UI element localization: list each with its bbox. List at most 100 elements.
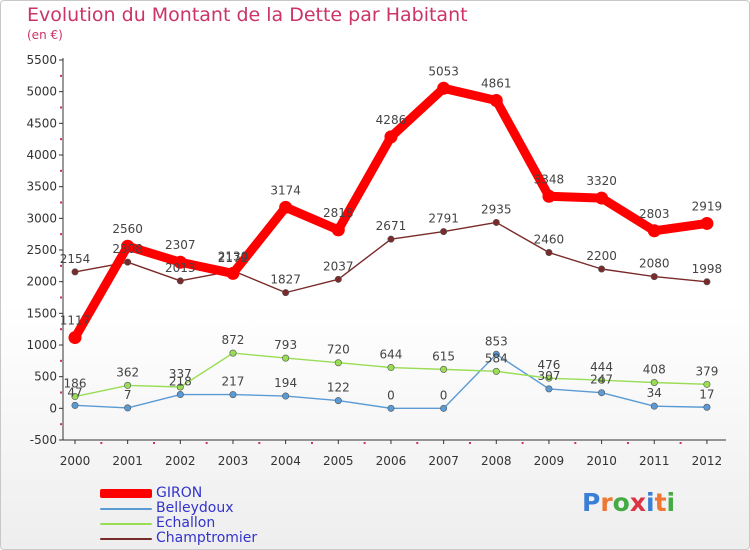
data-labels: 1117 2560 2307 2130 3174 2818 4286 5053 4861 3348… (60, 64, 722, 402)
data-label-belleydoux: 247 (590, 373, 613, 387)
data-point-champtromier (71, 268, 79, 276)
x-tick-label: 2002 (165, 454, 196, 468)
data-label-champtromier: 1998 (692, 262, 723, 276)
data-label-champtromier: 2013 (165, 261, 196, 275)
x-tick-label: 2012 (692, 454, 723, 468)
data-label-echallon: 872 (222, 333, 245, 347)
data-point-belleydoux (229, 391, 237, 399)
data-point-echallon (334, 359, 342, 367)
data-point-giron (279, 200, 293, 214)
data-label-belleydoux: 307 (537, 369, 560, 383)
proxiti-logo: Proxiti (582, 488, 675, 517)
logo-letter: P (582, 488, 601, 517)
data-point-belleydoux (545, 385, 553, 393)
x-minor-tick (416, 442, 419, 444)
y-minor-tick (60, 138, 62, 141)
y-tick-label: 3500 (26, 180, 57, 194)
data-point-giron (595, 191, 609, 205)
data-label-giron: 5053 (428, 64, 459, 78)
data-point-echallon (598, 376, 606, 384)
data-point-giron (331, 223, 345, 237)
data-point-echallon (282, 354, 290, 362)
data-point-champtromier (282, 289, 290, 297)
data-label-giron: 3320 (586, 174, 617, 188)
y-tick-label: 1500 (26, 306, 57, 320)
legend-swatch (100, 523, 152, 525)
data-point-champtromier (334, 275, 342, 283)
x-tick-label: 2004 (270, 454, 301, 468)
data-point-giron (121, 239, 135, 253)
x-minor-tick (363, 442, 366, 444)
y-minor-tick (60, 264, 62, 267)
logo-letter: x (629, 488, 646, 517)
x-minor-tick (100, 442, 103, 444)
data-point-champtromier (176, 277, 184, 285)
data-point-champtromier (650, 273, 658, 281)
data-label-giron: 2818 (323, 206, 354, 220)
x-minor-tick (258, 442, 261, 444)
data-label-echallon: 720 (327, 343, 350, 357)
y-minor-tick (60, 169, 62, 172)
data-point-champtromier (492, 218, 500, 226)
data-point-giron (68, 331, 82, 345)
data-point-champtromier (703, 278, 711, 286)
data-label-belleydoux: 853 (485, 334, 508, 348)
data-label-champtromier: 2200 (586, 249, 617, 263)
x-tick-label: 2001 (112, 454, 143, 468)
data-point-belleydoux (650, 402, 658, 410)
data-label-giron: 2803 (639, 207, 670, 221)
legend-swatch (100, 489, 152, 498)
data-label-belleydoux: 194 (274, 376, 297, 390)
data-label-champtromier: 2308 (112, 242, 143, 256)
x-minor-tick (152, 442, 155, 444)
legend-label: Champtromier (156, 530, 258, 546)
logo-letter: o (612, 488, 630, 517)
y-tick-label: 5500 (26, 53, 57, 67)
data-point-echallon (124, 381, 132, 389)
y-tick-label: 5000 (26, 85, 57, 99)
data-point-belleydoux (440, 404, 448, 412)
data-label-champtromier: 2935 (481, 202, 512, 216)
legend-label: GIRON (156, 485, 203, 501)
data-point-belleydoux (282, 392, 290, 400)
data-label-giron: 2307 (165, 238, 196, 252)
x-tick-label: 2003 (218, 454, 249, 468)
series-lines (68, 81, 714, 412)
data-label-belleydoux: 0 (440, 388, 448, 402)
data-point-champtromier (440, 228, 448, 236)
y-minor-tick (60, 359, 62, 362)
x-tick-label: 2006 (376, 454, 407, 468)
y-minor-tick (60, 233, 62, 236)
x-tick-label: 2009 (534, 454, 565, 468)
data-label-champtromier: 2080 (639, 257, 670, 271)
data-point-belleydoux (334, 397, 342, 405)
data-label-echallon: 476 (537, 358, 560, 372)
x-minor-tick (468, 442, 471, 444)
chart-axes: -500 0 500 1000 1500 2000 2500 3000 3500 4000 4500… (26, 53, 726, 468)
data-label-echallon: 644 (380, 348, 403, 362)
x-minor-tick (679, 442, 682, 444)
data-label-echallon: 793 (274, 338, 297, 352)
logo-letter: i (666, 488, 676, 517)
y-tick-label: 1000 (26, 338, 57, 352)
data-point-belleydoux (176, 391, 184, 399)
data-label-echallon: 615 (432, 349, 455, 363)
data-label-giron: 1117 (60, 314, 91, 328)
data-label-echallon: 584 (485, 351, 508, 365)
x-tick-label: 2011 (639, 454, 670, 468)
x-minor-tick (626, 442, 629, 444)
data-label-echallon: 186 (64, 377, 87, 391)
data-label-belleydoux: 17 (699, 387, 714, 401)
legend-swatch (100, 538, 152, 540)
y-tick-label: 2500 (26, 243, 57, 257)
data-point-echallon (545, 374, 553, 382)
data-point-belleydoux (598, 389, 606, 397)
data-label-belleydoux: 122 (327, 381, 350, 395)
data-label-echallon: 444 (590, 360, 613, 374)
data-point-giron (437, 81, 451, 95)
data-label-belleydoux: 217 (222, 375, 245, 389)
data-label-champtromier: 2671 (376, 219, 407, 233)
y-minor-tick (60, 106, 62, 109)
